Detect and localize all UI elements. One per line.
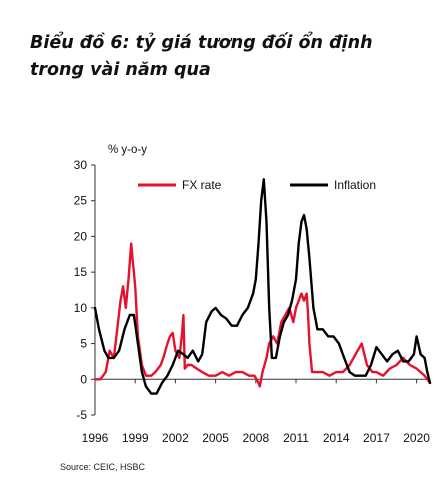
- y-tick-label: 0: [80, 372, 87, 386]
- chart-caption: Biểu đồ 6: tỷ giá tương đối ổn định tron…: [30, 33, 373, 80]
- series-line-inflation: [93, 178, 432, 395]
- y-tick-label: 30: [74, 158, 88, 172]
- series-layer: [93, 178, 432, 395]
- x-tick-label: 2011: [283, 431, 309, 445]
- y-tick-label: 15: [74, 265, 88, 279]
- y-tick-label: 10: [74, 301, 88, 315]
- y-axis-label: % y-o-y: [108, 144, 147, 156]
- x-tick-label: 2014: [323, 431, 350, 445]
- x-tick-label: 2008: [242, 431, 269, 445]
- y-tick-label: 25: [74, 194, 88, 208]
- chart-legend: FX rate Inflation: [138, 178, 376, 192]
- x-tick-label: 2020: [403, 431, 430, 445]
- y-tick-label: 5: [80, 337, 87, 351]
- x-tick-label: 2005: [202, 431, 229, 445]
- y-tick-label: -5: [76, 408, 87, 422]
- source-note: Source: CEIC, HSBC: [60, 462, 146, 472]
- series-line-fx-rate: [93, 242, 432, 388]
- legend-label: Inflation: [334, 178, 376, 192]
- x-tick-label: 2017: [363, 431, 390, 445]
- x-tick-label: 2002: [162, 431, 189, 445]
- chart-axes: -5 0 5 10 15 20 25 30 1996 1999 2002 2005 2008 2011 20…: [74, 158, 431, 445]
- legend-label: FX rate: [182, 178, 222, 192]
- x-tick-label: 1996: [82, 431, 109, 445]
- x-tick-label: 1999: [122, 431, 149, 445]
- y-tick-label: 20: [74, 229, 88, 243]
